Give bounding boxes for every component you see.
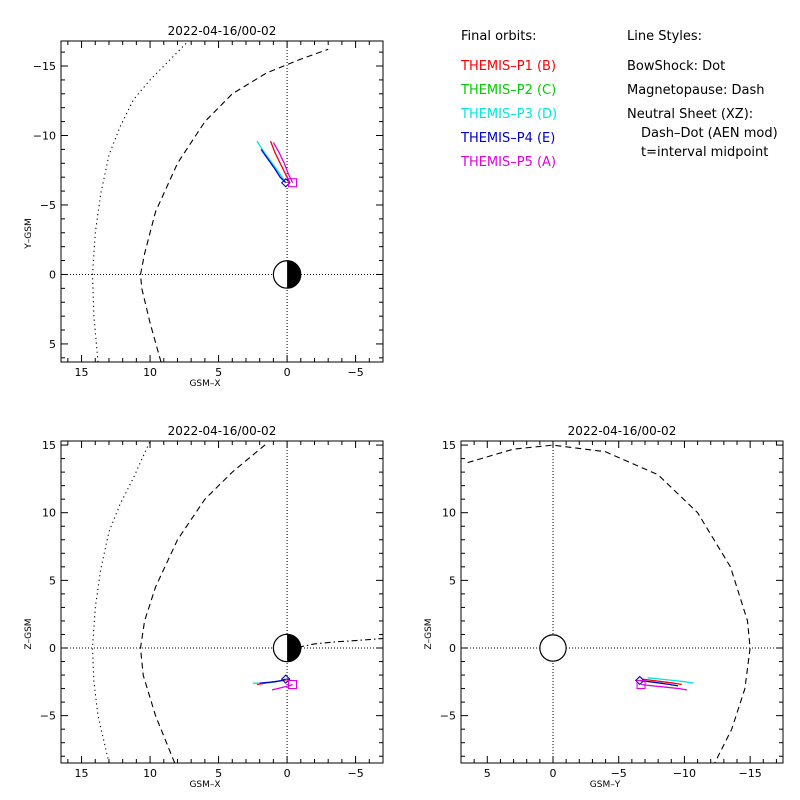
marker-diamond [634, 675, 645, 686]
legend-item-p3: THEMIS–P3 (D) [460, 107, 557, 122]
orbit-themis-p5-a [272, 142, 294, 183]
y-tick-label: −10 [33, 129, 56, 142]
marker-diamond [280, 674, 291, 684]
marker-square [288, 178, 298, 188]
orbit-themis-p3-d [256, 140, 287, 184]
y-tick-label: −5 [40, 199, 56, 212]
x-axis-label: GSM–X [189, 379, 220, 389]
x-tick-label: 15 [75, 767, 89, 780]
plot-title: 2022-04-16/00-02 [568, 424, 677, 438]
x-tick-label: 10 [143, 767, 157, 780]
orbit-themis-p5-a [271, 683, 293, 691]
x-tick-label: −15 [739, 767, 762, 780]
line-style-dash-dot: Dash–Dot (AEN mod) [641, 126, 778, 141]
legend-heading: Final orbits: [461, 29, 537, 44]
plot-frame [460, 440, 784, 764]
legend-item-p5: THEMIS–P5 (A) [460, 155, 556, 170]
orbit-themis-p3-d [647, 677, 694, 684]
orbit-themis-p4-e [639, 679, 679, 687]
orbit-themis-p4-e [260, 149, 287, 184]
x-axis-label: GSM–Y [590, 780, 621, 790]
line-style-bowshock: BowShock: Dot [627, 59, 725, 74]
plot-frame [60, 440, 384, 764]
line-style-midpoint: t=interval midpoint [641, 145, 768, 160]
x-axis-label: GSM–X [189, 780, 220, 790]
y-tick-label: 15 [442, 439, 456, 452]
line-styles-legend: Line Styles: BowShock: Dot Magnetopause:… [627, 29, 778, 160]
y-tick-label: 10 [42, 507, 56, 520]
earth-symbol [539, 634, 567, 662]
x-tick-label: 5 [215, 767, 222, 780]
line-style-magnetopause: Magnetopause: Dash [627, 83, 764, 98]
y-tick-label: 10 [442, 507, 456, 520]
y-tick-label: 0 [49, 642, 56, 655]
orbit-themis-p1-b [642, 678, 682, 686]
legend-item-p2: THEMIS–P2 (C) [460, 83, 556, 98]
x-tick-label: 5 [215, 366, 222, 379]
orbit-themis-p1-b [269, 140, 291, 183]
line-style-neutral-sheet: Neutral Sheet (XZ): [627, 107, 753, 122]
earth-night-side [287, 260, 301, 289]
y-tick-label: −15 [33, 60, 56, 73]
x-tick-label: 15 [75, 366, 89, 379]
y-tick-label: 5 [49, 338, 56, 351]
orbit-legend: Final orbits: THEMIS–P1 (B) THEMIS–P2 (C… [460, 29, 557, 170]
orbit-themis-p5-a [641, 683, 688, 691]
y-axis-label: Z–GSM [24, 618, 34, 649]
plot-title: 2022-04-16/00-02 [168, 424, 277, 438]
x-tick-label: 5 [484, 767, 491, 780]
x-tick-label: −5 [611, 767, 627, 780]
plot-title: 2022-04-16/00-02 [168, 24, 277, 38]
x-tick-label: 0 [550, 767, 557, 780]
neutral-sheet-line [297, 637, 383, 648]
y-tick-label: 0 [449, 642, 456, 655]
plot-frame [60, 40, 384, 363]
bow-shock-line [91, 441, 151, 763]
y-tick-label: 5 [49, 574, 56, 587]
legend-item-p4: THEMIS–P4 (E) [460, 131, 555, 146]
y-tick-label: 15 [42, 439, 56, 452]
earth-night-side [287, 634, 301, 662]
y-tick-label: −5 [440, 710, 456, 723]
bow-shock-line [91, 41, 189, 362]
magnetopause-line [139, 48, 329, 362]
legend-item-p1: THEMIS–P1 (B) [460, 59, 556, 74]
marker-square [636, 679, 646, 690]
x-tick-label: 0 [284, 767, 291, 780]
y-axis-label: Z–GSM [424, 618, 434, 649]
line-styles-heading: Line Styles: [627, 29, 702, 44]
magnetopause-line [139, 443, 267, 763]
x-tick-label: −5 [347, 366, 363, 379]
x-tick-label: −10 [673, 767, 696, 780]
y-tick-label: 0 [49, 268, 56, 281]
marker-square [288, 679, 298, 690]
yz-plane-plot: 2022-04-16/00-02 5 0 −5 −10 −15 −5 0 5 10 15 GSM–Y Z… [424, 424, 784, 790]
magnetopause-line [467, 444, 751, 763]
x-tick-label: −5 [347, 767, 363, 780]
x-tick-label: 0 [284, 366, 291, 379]
xz-plane-plot: 2022-04-16/00-02 15 10 5 0 −5 −5 0 5 10 15 GSM–X Z–G… [24, 424, 384, 790]
y-tick-label: −5 [40, 710, 56, 723]
y-axis-label: Y–GSM [24, 218, 34, 249]
x-tick-label: 10 [143, 366, 157, 379]
y-tick-label: 5 [449, 574, 456, 587]
